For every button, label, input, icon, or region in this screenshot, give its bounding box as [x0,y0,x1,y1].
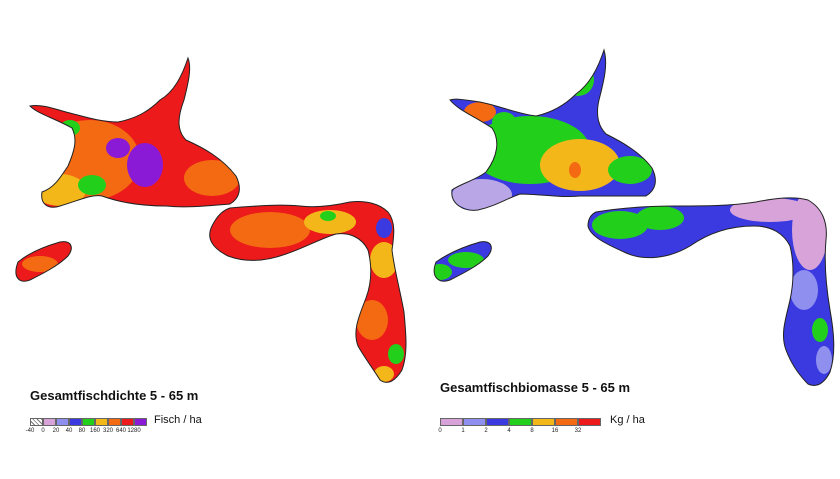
legend-tick-label: 40 [65,428,73,434]
legend-swatch [134,418,147,426]
legend-tick-label: 8 [530,428,534,434]
legend-swatch [578,418,601,426]
legend-tick-label: 160 [89,428,101,434]
legend-swatch [82,418,95,426]
legend-swatch [509,418,532,426]
fish-density-legend: -40 0 20 40 80 160 320 640 1280 Fisch / … [26,414,270,438]
legend-tick-label: 1 [461,428,465,434]
legend-tick-label: -40 [25,428,35,434]
fish-biomass-title: Gesamtfischbiomasse 5 - 65 m [440,380,631,395]
fish-density-title: Gesamtfischdichte 5 - 65 m [30,388,199,403]
legend-tick-label: 640 [115,428,127,434]
legend-swatch [440,418,463,426]
legend-swatch [108,418,121,426]
legend-swatch [532,418,555,426]
fish-biomass-legend: 0 1 2 4 8 16 32 Kg / ha [438,414,700,438]
legend-swatch [121,418,134,426]
fish-density-map [15,56,407,383]
legend-tick-label: 1280 [127,428,141,434]
legend-tick-label: 32 [574,428,582,434]
legend-tick-label: 16 [551,428,559,434]
legend-swatch [95,418,108,426]
legend-tick-label: 320 [102,428,114,434]
fish-biomass-unit: Kg / ha [610,414,645,426]
legend-swatch [486,418,509,426]
legend-swatch [463,418,486,426]
legend-swatch [56,418,69,426]
legend-swatch [69,418,82,426]
legend-tick-label: 0 [41,428,45,434]
legend-tick-label: 0 [438,428,442,434]
legend-tick-label: 80 [78,428,86,434]
legend-swatch [30,418,43,426]
fish-density-map-panel: Gesamtfischdichte 5 - 65 m -40 0 20 40 8… [15,56,407,438]
legend-tick-label: 2 [484,428,488,434]
legend-swatch [43,418,56,426]
fish-density-unit: Fisch / ha [154,414,202,426]
fish-biomass-map-panel: Gesamtfischbiomasse 5 - 65 m 0 1 2 4 8 1… [420,0,840,479]
legend-tick-label: 20 [52,428,60,434]
legend-tick-label: 4 [507,428,511,434]
fish-biomass-map [433,48,835,386]
legend-swatch [555,418,578,426]
